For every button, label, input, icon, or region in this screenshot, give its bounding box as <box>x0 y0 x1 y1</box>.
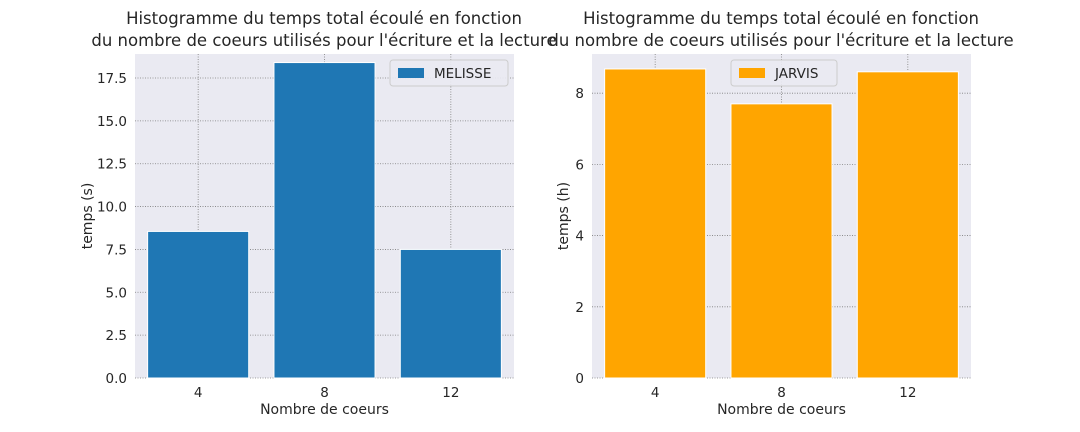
y-tick-label: 2.5 <box>106 328 127 344</box>
chart-title-line1: Histogramme du temps total écoulé en fon… <box>126 9 522 28</box>
chart-panel-2: 0 2 4 6 8 4 8 12 Nombre de coeurs temps (h) Histog… <box>548 9 1013 418</box>
y-tick-label: 2 <box>575 300 584 316</box>
y-tick-label: 6 <box>575 157 584 173</box>
y-tick-label: 0 <box>575 371 584 387</box>
chart-panel-1: 0.0 2.5 5.0 7.5 10.0 12.5 15.0 17.5 4 8 12 Nombre d… <box>80 9 557 418</box>
bar-12 <box>856 71 959 379</box>
legend: JARVIS <box>730 59 838 87</box>
x-axis-label: Nombre de coeurs <box>260 402 389 418</box>
chart-title-line2: du nombre de coeurs utilisés pour l'écri… <box>91 31 556 50</box>
chart-title-line2: du nombre de coeurs utilisés pour l'écri… <box>548 31 1013 50</box>
y-tick-label: 4 <box>575 229 584 245</box>
y-tick-label: 0.0 <box>106 371 127 387</box>
legend-swatch <box>739 68 765 78</box>
legend-label: MELISSE <box>434 66 491 82</box>
y-tick-label: 15.0 <box>97 114 127 130</box>
y-axis-label: temps (h) <box>556 182 572 250</box>
x-tick-label: 12 <box>899 385 916 401</box>
legend-box <box>389 59 509 87</box>
bar-12 <box>399 248 502 379</box>
y-tick-label: 5.0 <box>106 285 127 301</box>
bar-4 <box>147 230 250 379</box>
legend-label: JARVIS <box>774 66 818 82</box>
y-tick-label: 10.0 <box>97 200 127 216</box>
bar-8 <box>273 62 376 379</box>
x-tick-label: 4 <box>651 385 660 401</box>
y-tick-label: 12.5 <box>97 157 127 173</box>
x-tick-label: 12 <box>442 385 459 401</box>
x-tick-label: 8 <box>320 385 329 401</box>
y-tick-label: 7.5 <box>106 242 127 258</box>
bar-4 <box>604 68 707 379</box>
x-tick-label: 4 <box>194 385 203 401</box>
legend-box <box>730 59 838 87</box>
x-tick-label: 8 <box>777 385 786 401</box>
legend: MELISSE <box>389 59 509 87</box>
y-axis-label: temps (s) <box>80 183 96 250</box>
y-tick-label: 8 <box>575 86 584 102</box>
y-tick-label: 17.5 <box>97 71 127 87</box>
chart-title-line1: Histogramme du temps total écoulé en fon… <box>583 9 979 28</box>
x-axis-label: Nombre de coeurs <box>717 402 846 418</box>
legend-swatch <box>398 68 424 78</box>
bar-8 <box>730 103 833 379</box>
